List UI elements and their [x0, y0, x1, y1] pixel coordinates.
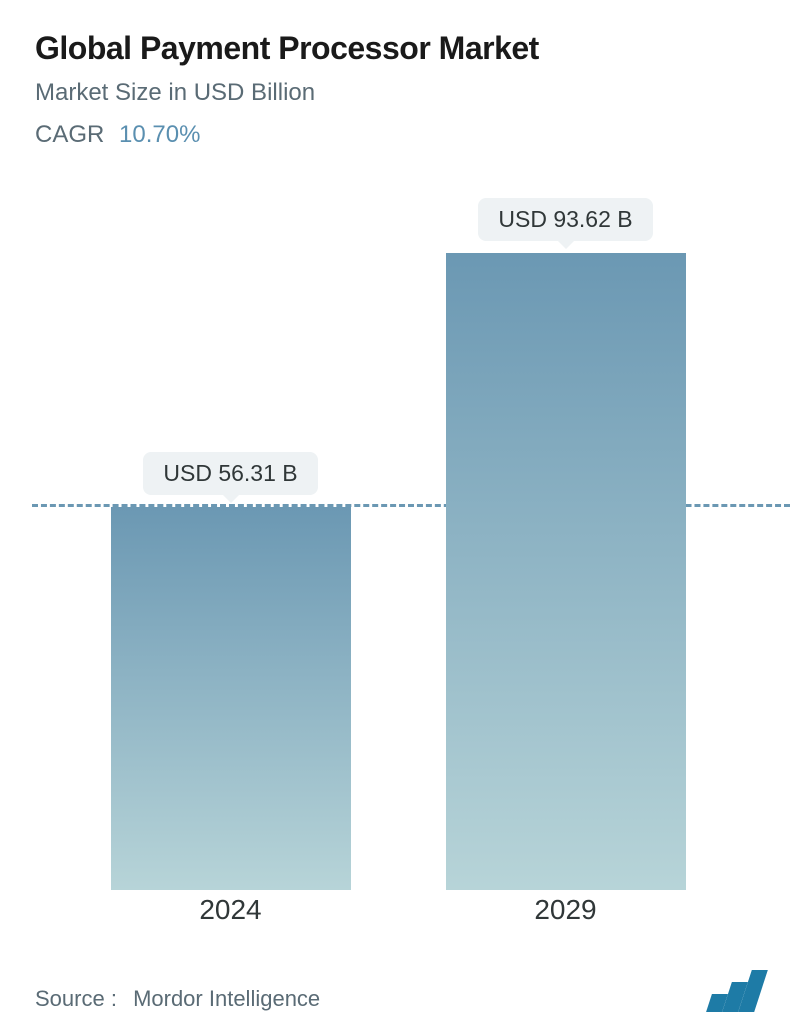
bar: [446, 253, 686, 890]
chart-title: Global Payment Processor Market: [35, 30, 761, 67]
chart-area: USD 56.31 BUSD 93.62 B: [0, 210, 796, 890]
x-axis: 2024 2029: [0, 894, 796, 926]
x-axis-label: 2029: [446, 894, 686, 926]
chart-subtitle: Market Size in USD Billion: [35, 79, 761, 107]
source-value: Mordor Intelligence: [133, 986, 320, 1011]
value-pill: USD 93.62 B: [478, 198, 652, 241]
brand-logo: [709, 970, 761, 1012]
cagr-label: CAGR: [35, 121, 104, 148]
bar-group: USD 56.31 B: [111, 452, 351, 890]
bar-group: USD 93.62 B: [446, 198, 686, 890]
footer: Source : Mordor Intelligence: [35, 970, 761, 1012]
bar: [111, 507, 351, 890]
x-axis-label: 2024: [111, 894, 351, 926]
bars-container: USD 56.31 BUSD 93.62 B: [0, 210, 796, 890]
value-pill: USD 56.31 B: [143, 452, 317, 495]
source-label: Source :: [35, 986, 117, 1011]
cagr-value: 10.70%: [119, 121, 200, 148]
cagr-row: CAGR 10.70%: [35, 121, 761, 149]
source-attribution: Source : Mordor Intelligence: [35, 986, 320, 1012]
